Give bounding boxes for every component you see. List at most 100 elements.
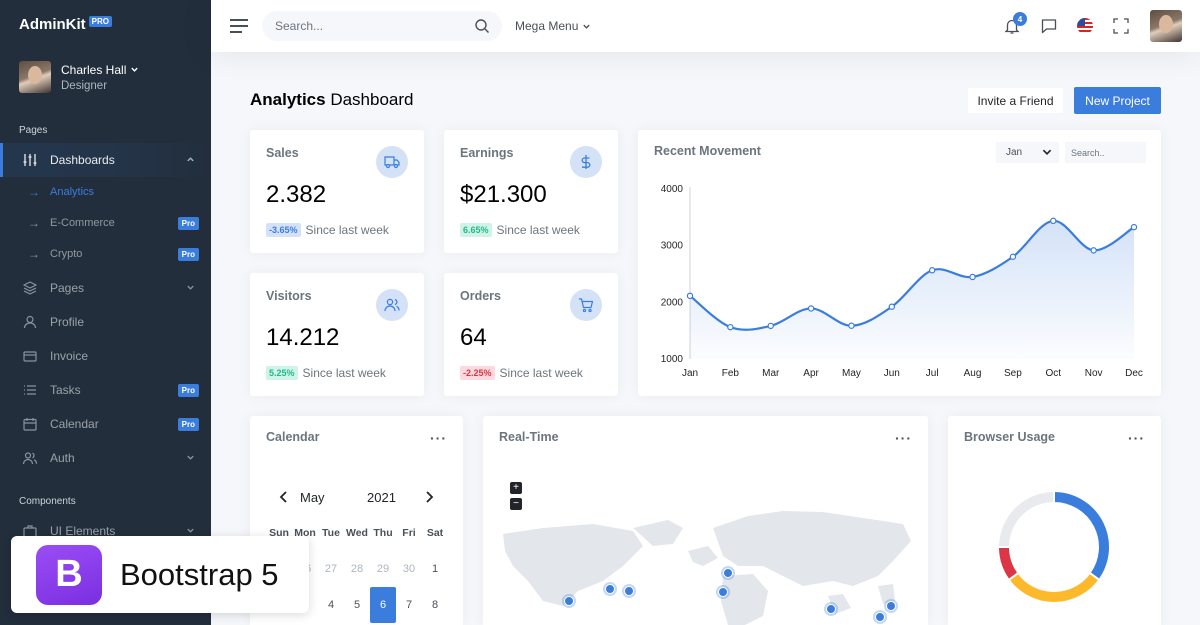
sidebar-subitem-analytics[interactable]: → Analytics [0,177,211,207]
search-input[interactable]: Search... [262,11,502,41]
sidebar-subitem-ecommerce[interactable]: → E-Commerce Pro [0,208,211,238]
zoom-out-button[interactable]: − [510,498,522,510]
calendar-day-selected[interactable]: 6 [370,587,396,623]
browser-usage-card: Browser Usage ··· [948,416,1161,625]
zoom-in-button[interactable]: + [510,482,522,494]
notification-count-badge: 4 [1013,12,1027,26]
users-icon [22,450,38,466]
x-tick-label: Oct [1045,368,1061,379]
calendar-day[interactable]: 1 [431,563,439,575]
donut-slice [996,489,1055,548]
month-select[interactable]: Jan [996,142,1059,163]
sidebar-item-profile[interactable]: Profile [0,305,211,339]
search-placeholder: Search... [275,19,324,33]
cart-icon [570,289,602,321]
stat-since: Since last week [305,223,389,237]
calendar-day[interactable]: 8 [431,599,439,611]
stat-footer: -3.65% Since last week [266,223,389,237]
hamburger-menu-icon[interactable] [229,17,249,35]
x-tick-label: Jul [926,368,939,379]
realtime-card: Real-Time ··· + − [483,416,928,625]
x-tick-label: Dec [1125,368,1143,379]
user-profile[interactable]: Charles Hall Designer [19,61,139,93]
card-title: Real-Time [499,430,559,444]
line-chart: 1000 2000 3000 4000 Jan Feb Mar Apr May Jun Jul Aug… [661,184,1143,379]
sidebar-subitem-label: Analytics [50,186,95,198]
stat-value: $21.300 [460,181,547,208]
calendar-year: 2021 [367,490,396,505]
calendar-day[interactable]: 4 [327,599,335,611]
chevron-down-icon [131,67,139,72]
sidebar: AdminKit PRO Charles Hall Designer Pages… [0,0,211,625]
card-title: Recent Movement [654,144,761,158]
data-point [888,303,896,310]
x-tick-label: Apr [803,368,819,379]
chevron-up-icon [187,157,194,162]
brand-logo[interactable]: AdminKit PRO [19,16,113,33]
stat-value: 14.212 [266,324,340,351]
chevron-left-icon[interactable] [278,490,290,504]
mega-menu-dropdown[interactable]: Mega Menu [515,19,591,33]
fullscreen-icon[interactable] [1113,17,1129,35]
sidebar-item-invoice[interactable]: Invoice [0,339,211,373]
bootstrap-label: Bootstrap 5 [120,556,279,592]
search-icon[interactable] [474,18,490,34]
data-point [1130,223,1138,231]
calendar-month: May [300,490,325,505]
sidebar-subitem-label: E-Commerce [50,217,115,229]
donut-chart [996,489,1111,604]
card-title: Calendar [266,430,320,444]
chart-search-input[interactable]: Search.. [1065,142,1146,163]
chevron-down-icon [187,455,194,460]
y-tick-label: 3000 [661,241,684,252]
bootstrap-logo: B [36,544,102,605]
new-project-button[interactable]: New Project [1074,87,1161,114]
arrow-right-icon: → [28,185,40,199]
more-options-icon[interactable]: ··· [1128,430,1145,446]
data-point [727,323,734,331]
sidebar-item-calendar[interactable]: Calendar Pro [0,407,211,441]
data-point [1050,217,1057,225]
sidebar-item-auth[interactable]: Auth [0,441,211,475]
arrow-right-icon: → [28,247,40,261]
calendar-icon [22,416,38,432]
data-point [928,267,936,274]
top-user-avatar[interactable] [1150,10,1182,42]
calendar-day[interactable]: 28 [350,563,364,575]
stat-title: Sales [266,146,299,160]
chevron-down-icon [187,528,194,533]
stat-change: -2.25% [460,366,495,380]
pro-badge: Pro [177,216,199,230]
user-role: Designer [61,79,108,92]
calendar-day[interactable]: 7 [405,599,413,611]
invite-friend-button[interactable]: Invite a Friend [967,87,1064,114]
page-title: Analytics Dashboard [250,90,413,110]
calendar-day[interactable]: 29 [376,563,390,575]
sidebar-item-dashboards[interactable]: Dashboards [0,143,211,177]
stat-card-sales: Sales 2.382 -3.65% Since last week [250,130,424,253]
data-point [1009,253,1017,260]
y-tick-label: 2000 [661,297,684,308]
dollar-icon [570,146,602,178]
stat-value: 2.382 [266,181,327,208]
more-options-icon[interactable]: ··· [895,430,912,446]
calendar-day[interactable]: 27 [324,563,338,575]
us-flag-icon[interactable] [1077,18,1093,34]
sidebar-item-pages[interactable]: Pages [0,271,211,305]
stat-since: Since last week [496,223,580,237]
y-tick-label: 4000 [661,184,684,195]
sidebar-subitem-crypto[interactable]: → Crypto Pro [0,239,211,269]
x-tick-label: Mar [762,368,780,379]
stat-value: 64 [460,324,487,351]
chevron-down-icon [187,285,194,290]
calendar-day[interactable]: 5 [353,599,361,611]
message-icon[interactable] [1040,17,1058,35]
more-options-icon[interactable]: ··· [430,430,447,446]
chevron-right-icon[interactable] [423,490,435,504]
data-point [969,273,976,281]
user-name-row[interactable]: Charles Hall [61,63,139,77]
calendar-day[interactable]: 30 [402,563,416,575]
data-point [767,322,774,330]
user-icon [22,314,38,330]
sidebar-item-tasks[interactable]: Tasks Pro [0,373,211,407]
